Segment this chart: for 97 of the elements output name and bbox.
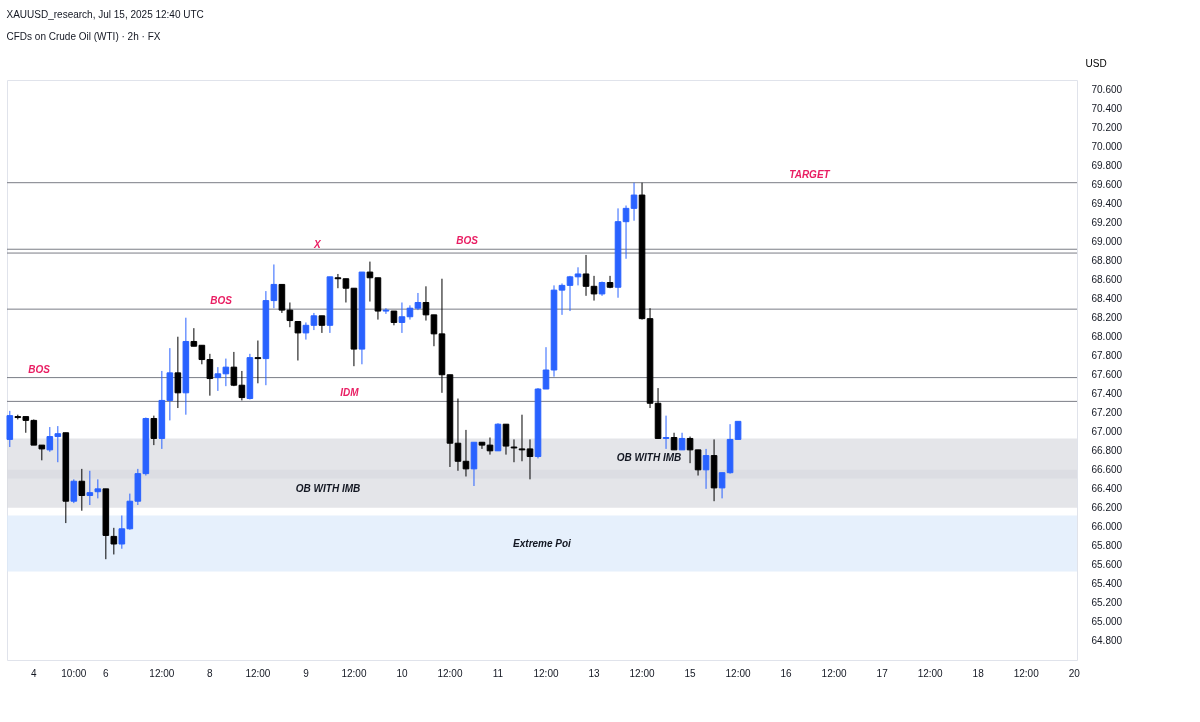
y-tick-label: 65.600 (1091, 559, 1123, 571)
y-tick-label: 70.400 (1091, 103, 1123, 115)
candlestick (582, 254, 590, 297)
y-tick-label: 68.800 (1091, 255, 1123, 267)
x-tick-label: 12:00 (1013, 667, 1040, 679)
candlestick (558, 282, 566, 316)
x-tick-label: 12:00 (533, 667, 559, 679)
y-tick-label: 67.400 (1091, 388, 1123, 400)
ref-line-label: BOS (28, 363, 51, 375)
candlestick (86, 470, 94, 506)
y-tick-label: 69.200 (1091, 217, 1123, 229)
candlestick (382, 307, 390, 315)
candlestick (542, 346, 550, 390)
candlestick (78, 468, 86, 512)
candlestick (462, 429, 470, 477)
ref-line-label: BOS (210, 295, 233, 307)
candlestick (518, 414, 526, 462)
x-tick-label: 12:00 (725, 667, 752, 679)
x-tick-label: 18 (972, 667, 985, 679)
y-tick-label: 64.800 (1091, 635, 1123, 647)
y-tick-label: 66.200 (1091, 502, 1123, 514)
x-tick-label: 11 (492, 667, 504, 679)
candlestick (6, 410, 14, 448)
candlestick (94, 478, 102, 499)
band-label: OB WITH IMB (295, 482, 361, 494)
candlestick (606, 275, 614, 289)
y-tick-label: 66.600 (1091, 464, 1123, 476)
y-tick-label: 68.000 (1091, 331, 1123, 343)
y-tick-label: 70.200 (1091, 122, 1123, 134)
y-tick-label: 69.600 (1091, 179, 1123, 191)
y-tick-label: 65.800 (1091, 540, 1123, 552)
y-tick-label: 66.400 (1091, 483, 1123, 495)
y-tick-label: 69.800 (1091, 160, 1123, 172)
y-tick-label: 67.000 (1091, 426, 1123, 438)
ref-line-label: TARGET (789, 168, 831, 180)
y-tick-label: 67.800 (1091, 350, 1123, 362)
candlestick (502, 423, 510, 456)
x-tick-label: 12:00 (629, 667, 655, 679)
candlestick (486, 437, 494, 456)
band-label: Extreme Poi (513, 537, 572, 549)
y-tick-label: 66.000 (1091, 521, 1123, 533)
x-tick-label: 12:00 (917, 667, 944, 679)
y-tick-label: 65.000 (1091, 616, 1123, 628)
x-tick-label: 12:00 (245, 667, 271, 679)
y-axis-title: USD (1085, 57, 1107, 69)
candlestick (254, 340, 262, 384)
x-tick-label: 13 (588, 667, 601, 679)
ref-line-label: IDM (340, 387, 360, 399)
candlestick (422, 285, 430, 322)
y-tick-label: 68.600 (1091, 274, 1123, 286)
x-tick-label: 16 (780, 667, 793, 679)
candlestick (702, 448, 710, 490)
y-tick-label: 65.200 (1091, 597, 1123, 609)
x-tick-label: 10 (396, 667, 408, 679)
x-tick-label: 9 (303, 667, 310, 679)
x-tick-label: 15 (684, 667, 697, 679)
candlestick (150, 415, 158, 446)
x-tick-label: 12:00 (437, 667, 463, 679)
candlestick (414, 292, 422, 311)
y-tick-label: 70.600 (1091, 84, 1123, 96)
band-label: OB WITH IMB (616, 452, 682, 464)
candlestick (510, 438, 518, 463)
ref-line-label: X (312, 239, 322, 251)
x-tick-label: 17 (876, 667, 889, 679)
candlestick (174, 336, 182, 409)
candlestick (526, 438, 534, 480)
y-tick-label: 66.800 (1091, 445, 1123, 457)
x-tick-label: 20 (1068, 667, 1081, 679)
chart-subtitle: CFDs on Crude Oil (WTI) · 2h · FX (6, 31, 161, 42)
y-tick-label: 69.000 (1091, 236, 1123, 248)
candlestick (566, 275, 574, 312)
chart-title: XAUUSD_research, Jul 15, 2025 12:40 UTC (6, 9, 204, 20)
x-tick-label: 12:00 (821, 667, 848, 679)
y-tick-label: 68.200 (1091, 312, 1123, 324)
candlestick (430, 314, 438, 347)
y-tick-label: 68.400 (1091, 293, 1123, 305)
y-tick-label: 65.400 (1091, 578, 1123, 590)
candlestick (574, 266, 582, 286)
x-tick-label: 12:00 (149, 667, 175, 679)
x-tick-label: 8 (207, 667, 214, 679)
candlestick (70, 478, 78, 504)
x-tick-label: 12:00 (341, 667, 367, 679)
candlestick (622, 205, 630, 260)
y-tick-label: 69.400 (1091, 198, 1123, 210)
candlestick (630, 182, 638, 222)
candlestick (454, 398, 462, 472)
candlestick (590, 275, 598, 302)
candlestick (110, 527, 118, 555)
ref-line-label: BOS (456, 235, 479, 247)
x-tick-label: 6 (103, 667, 110, 679)
y-tick-label: 67.600 (1091, 369, 1123, 381)
candlestick (294, 321, 302, 361)
candlestick (662, 415, 670, 450)
y-tick-label: 70.000 (1091, 141, 1123, 153)
x-tick-label: 4 (31, 667, 38, 679)
y-tick-label: 67.200 (1091, 407, 1123, 419)
x-tick-label: 10:00 (61, 667, 87, 679)
